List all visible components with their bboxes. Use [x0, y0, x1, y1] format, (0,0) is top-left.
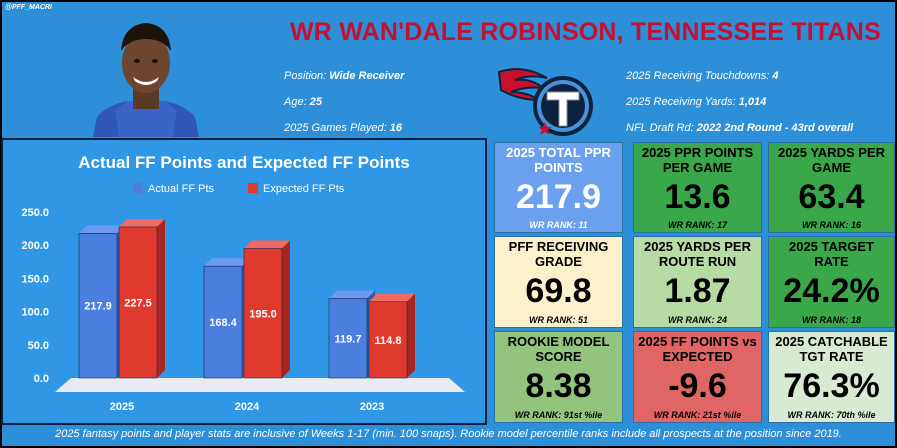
stat-tile-label: ROOKIE MODEL SCORE — [507, 334, 610, 364]
stat-tile: 2025 YARDS PER ROUTE RUN 1.87 WR RANK: 24 — [633, 236, 762, 328]
y-tick-label: 100.0 — [21, 307, 49, 319]
chart-floor — [55, 378, 465, 392]
chart-title: Actual FF Points and Expected FF Points — [78, 153, 410, 172]
footer-note: 2025 fantasy points and player stats are… — [55, 428, 842, 440]
y-tick-label: 50.0 — [28, 340, 49, 352]
ff-points-chart: Actual FF Points and Expected FF Points … — [1, 138, 487, 425]
legend-swatch-expected — [248, 183, 258, 193]
stat-tile-rank: WR RANK: 70th %ile — [787, 410, 876, 420]
stat-tile: 2025 TARGET RATE 24.2% WR RANK: 18 — [768, 236, 895, 328]
bar-expected — [368, 301, 408, 379]
stat-tile-value: -9.6 — [668, 367, 727, 405]
page-title: WR WAN'DALE ROBINSON, TENNESSEE TITANS — [290, 18, 881, 46]
stat-tile-rank: WR RANK: 91st %ile — [514, 410, 603, 420]
stat-tile-value: 76.3% — [783, 367, 880, 405]
stat-tile-label: 2025 YARDS PER GAME — [778, 145, 885, 175]
stat-tile-rank: WR RANK: 11 — [529, 220, 588, 230]
stat-tile-value: 8.38 — [525, 367, 592, 405]
legend-swatch-actual — [133, 183, 143, 193]
stat-tile: 2025 FF POINTS vs EXPECTED -9.6 WR RANK: 2… — [633, 331, 762, 423]
stat-tile-rank: WR RANK: 21st %ile — [653, 410, 742, 420]
legend-label-actual: Actual FF Pts — [148, 183, 215, 195]
stat-tile: PFF RECEIVING GRADE 69.8 WR RANK: 51 — [494, 236, 623, 328]
bar-top-face — [244, 240, 290, 249]
stat-tile-label: 2025 YARDS PER ROUTE RUN — [644, 239, 751, 269]
bar-top-face — [329, 290, 375, 299]
bar-expected — [243, 248, 283, 379]
stat-tile-rank: WR RANK: 17 — [667, 220, 727, 230]
stat-tile-rank: WR RANK: 18 — [801, 315, 861, 325]
stat-tile-value: 63.4 — [798, 178, 865, 216]
stat-tile-label: 2025 TARGET RATE — [788, 239, 874, 269]
y-tick-label: 250.0 — [21, 207, 49, 219]
stat-tile: ROOKIE MODEL SCORE 8.38 WR RANK: 91st %ile — [494, 331, 623, 423]
y-tick-label: 200.0 — [21, 240, 49, 252]
bar-value-label: 217.9 — [84, 301, 112, 313]
bar-group: 217.9 168.4 119.7 227.5 195.0 114.8 — [78, 218, 415, 379]
x-tick-label: 2025 — [110, 401, 134, 413]
stat-tile: 2025 YARDS PER GAME 63.4 WR RANK: 16 — [768, 142, 895, 233]
stat-tile: 2025 CATCHABLE TGT RATE 76.3% WR RANK: 70t… — [768, 331, 895, 423]
info-games-played: 2025 Games Played: 16 — [284, 122, 403, 134]
info-draft: NFL Draft Rd: 2022 2nd Round - 43rd over… — [626, 122, 854, 134]
stat-tile-label: 2025 CATCHABLE TGT RATE — [775, 334, 888, 364]
stat-tile-label: 2025 TOTAL PPR POINTS — [506, 145, 611, 175]
bar-top-face — [369, 293, 415, 302]
bar-top-face — [204, 258, 250, 267]
chart-canvas: Actual FF Points and Expected FF Points … — [21, 153, 465, 413]
info-age: Age: 25 — [284, 96, 322, 108]
legend-label-expected: Expected FF Pts — [263, 183, 345, 195]
bar-value-label: 114.8 — [375, 335, 402, 347]
x-tick-label: 2024 — [235, 401, 260, 413]
bar-top-face — [79, 225, 125, 234]
watermark: @PFF_MACRI — [5, 4, 52, 11]
stat-tile-value: 13.6 — [664, 178, 731, 216]
stat-tile-label: PFF RECEIVING GRADE — [508, 239, 609, 269]
bar-side-face — [157, 218, 165, 378]
bar-value-label: 227.5 — [124, 297, 152, 309]
stat-tile-label: 2025 FF POINTS vs EXPECTED — [638, 334, 757, 364]
stat-tile-value: 24.2% — [783, 272, 880, 310]
player-photo — [93, 23, 199, 137]
chart-floor-plane — [55, 378, 465, 392]
team-logo — [497, 68, 593, 136]
y-axis: 250.0 200.0 150.0 100.0 50.0 0.0 — [21, 207, 49, 385]
bar-side-face — [407, 293, 415, 378]
bar-value-label: 195.0 — [249, 308, 277, 320]
chart-legend: Actual FF Pts Expected FF Pts — [133, 183, 345, 195]
bar-actual — [203, 265, 243, 379]
stat-tile-rank: WR RANK: 16 — [801, 220, 861, 230]
info-receiving-yards: 2025 Receiving Yards: 1,014 — [626, 96, 767, 108]
stat-tile: 2025 TOTAL PPR POINTS 217.9 WR RANK: 11 — [494, 142, 623, 233]
stat-tile-rank: WR RANK: 51 — [528, 315, 588, 325]
y-tick-label: 0.0 — [34, 373, 49, 385]
info-receiving-tds: 2025 Receiving Touchdowns: 4 — [626, 70, 779, 82]
stat-tile-rank: WR RANK: 24 — [667, 315, 727, 325]
bar-side-face — [282, 240, 290, 378]
bar-value-label: 119.7 — [335, 333, 362, 345]
info-position: Position: Wide Receiver — [284, 70, 405, 82]
stat-tile-value: 217.9 — [515, 178, 602, 216]
bar-actual — [78, 233, 118, 379]
x-axis: 2025 2024 2023 — [110, 401, 384, 413]
bar-expected — [118, 226, 158, 379]
bar-value-label: 168.4 — [209, 317, 237, 329]
stat-tile-value: 69.8 — [525, 272, 592, 310]
stat-tile-label: 2025 PPR POINTS PER GAME — [641, 145, 754, 175]
y-tick-label: 150.0 — [21, 273, 49, 285]
stat-tile-value: 1.87 — [664, 272, 731, 310]
stat-tile: 2025 PPR POINTS PER GAME 13.6 WR RANK: 17 — [633, 142, 762, 233]
bar-actual — [328, 298, 368, 379]
x-tick-label: 2023 — [360, 401, 384, 413]
bar-top-face — [119, 218, 165, 227]
